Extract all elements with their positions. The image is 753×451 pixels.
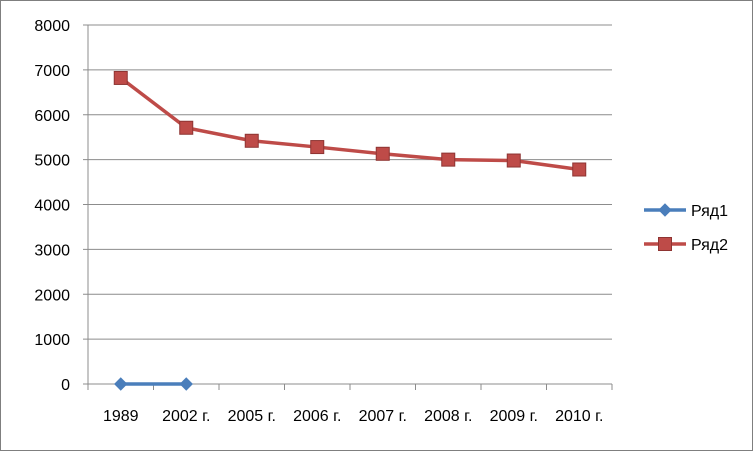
legend-entry-2: Ряд2 bbox=[644, 237, 728, 254]
y-tick-label: 1000 bbox=[34, 332, 70, 349]
y-tick-label: 0 bbox=[61, 377, 70, 394]
y-tick-label: 7000 bbox=[34, 63, 70, 80]
data-point bbox=[114, 377, 128, 391]
y-tick-label: 8000 bbox=[34, 18, 70, 35]
series bbox=[113, 70, 587, 391]
y-tick-label: 6000 bbox=[34, 108, 70, 125]
y-tick-labels: 0 1000 2000 3000 4000 5000 6000 7000 8000 bbox=[34, 18, 70, 394]
x-tick-label: 1989 bbox=[103, 408, 139, 425]
x-tick-label: 2007 г. bbox=[359, 408, 407, 425]
y-tick-label: 3000 bbox=[34, 242, 70, 259]
y-tick-label: 5000 bbox=[34, 153, 70, 170]
legend-label: Ряд2 bbox=[691, 237, 728, 254]
series-line bbox=[119, 76, 580, 172]
series-1 bbox=[114, 377, 193, 391]
x-tick-label: 2009 г. bbox=[490, 408, 538, 425]
series-2 bbox=[113, 70, 587, 177]
data-point bbox=[375, 146, 390, 161]
data-point bbox=[506, 153, 521, 168]
x-tick-label: 2006 г. bbox=[293, 408, 341, 425]
x-tick-label: 2005 г. bbox=[228, 408, 276, 425]
data-point bbox=[113, 70, 128, 85]
legend-label: Ряд1 bbox=[691, 203, 728, 220]
y-tick-label: 4000 bbox=[34, 198, 70, 215]
data-point bbox=[179, 120, 194, 135]
legend-entry-1: Ряд1 bbox=[644, 203, 728, 220]
legend: Ряд1 Ряд2 bbox=[644, 203, 728, 254]
data-point bbox=[310, 140, 325, 155]
data-point bbox=[572, 162, 587, 177]
x-tick-label: 2010 г. bbox=[555, 408, 603, 425]
data-point bbox=[179, 377, 193, 391]
data-point bbox=[441, 152, 456, 167]
x-tick-label: 2002 г. bbox=[162, 408, 210, 425]
legend-marker bbox=[658, 237, 672, 251]
x-tick-labels: 1989 2002 г. 2005 г. 2006 г. 2007 г. 2008 г. 2… bbox=[103, 408, 603, 425]
axes bbox=[83, 24, 613, 390]
data-point bbox=[244, 133, 259, 148]
gridlines bbox=[88, 24, 612, 340]
x-tick-label: 2008 г. bbox=[424, 408, 472, 425]
legend-marker bbox=[658, 203, 672, 217]
y-tick-label: 2000 bbox=[34, 287, 70, 304]
